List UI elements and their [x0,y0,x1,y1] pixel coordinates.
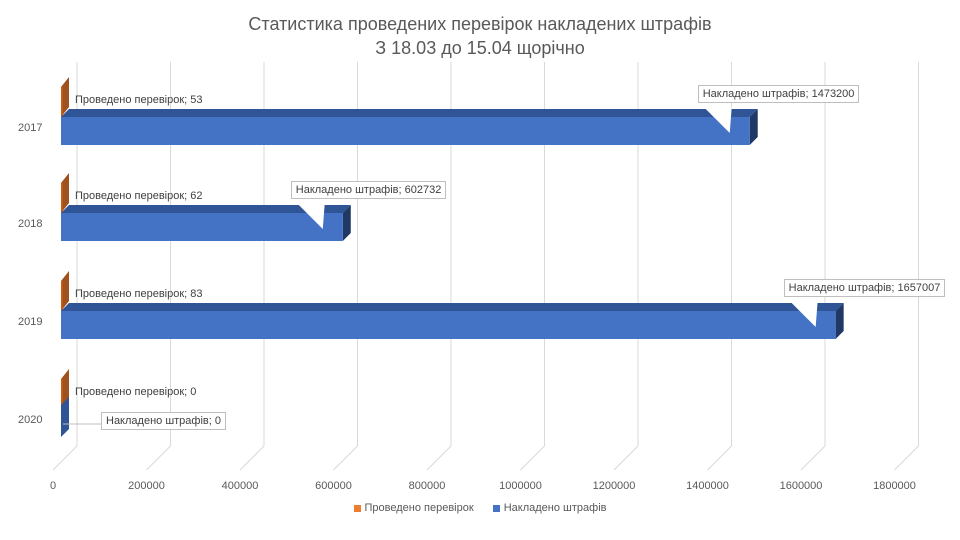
x-axis-tick-label: 0 [49,480,57,492]
legend-swatch-blue [492,504,500,512]
legend-swatch-orange [353,504,361,512]
x-axis-tick-label: 1200000 [592,480,636,492]
data-label-inspections: Проведено перевірок; 83 [75,288,203,300]
data-label-fines: Накладено штрафів; 1657007 [783,279,946,297]
data-label-inspections: Проведено перевірок; 53 [75,94,203,106]
x-axis-tick-label: 1800000 [873,480,916,492]
x-axis-tick-label: 600000 [315,480,352,492]
legend-item-fines[interactable]: Накладено штрафів [492,502,607,514]
data-label-inspections: Проведено перевірок; 0 [75,386,197,398]
data-label-fines: Накладено штрафів; 0 [101,412,226,430]
chart-subtitle: З 18.03 до 15.04 щорічно [375,38,585,58]
y-axis-category-label: 2019 [18,316,43,328]
y-axis-category-label: 2018 [18,218,43,230]
x-axis-tick-label: 1000000 [499,480,542,492]
x-axis-tick-label: 1400000 [686,480,729,492]
legend-item-inspections[interactable]: Проведено перевірок [353,502,474,514]
legend-label: Накладено штрафів [503,502,607,514]
data-label-fines: Накладено штрафів; 1473200 [697,85,860,103]
x-axis-tick-label: 400000 [221,480,259,492]
data-label-inspections: Проведено перевірок; 62 [75,190,203,202]
y-axis-category-label: 2020 [18,414,43,426]
x-axis-tick-label: 1600000 [779,480,823,492]
data-label-fines: Накладено штрафів; 602732 [290,181,447,199]
x-axis-tick-label: 200000 [128,480,165,492]
x-axis-tick-label: 800000 [408,480,446,492]
legend-label: Проведено перевірок [364,502,474,514]
legend: Проведено перевірок Накладено штрафів [0,502,960,515]
y-axis-category-label: 2017 [18,122,43,134]
chart-title: Статистика проведених перевірок накладен… [248,14,712,34]
